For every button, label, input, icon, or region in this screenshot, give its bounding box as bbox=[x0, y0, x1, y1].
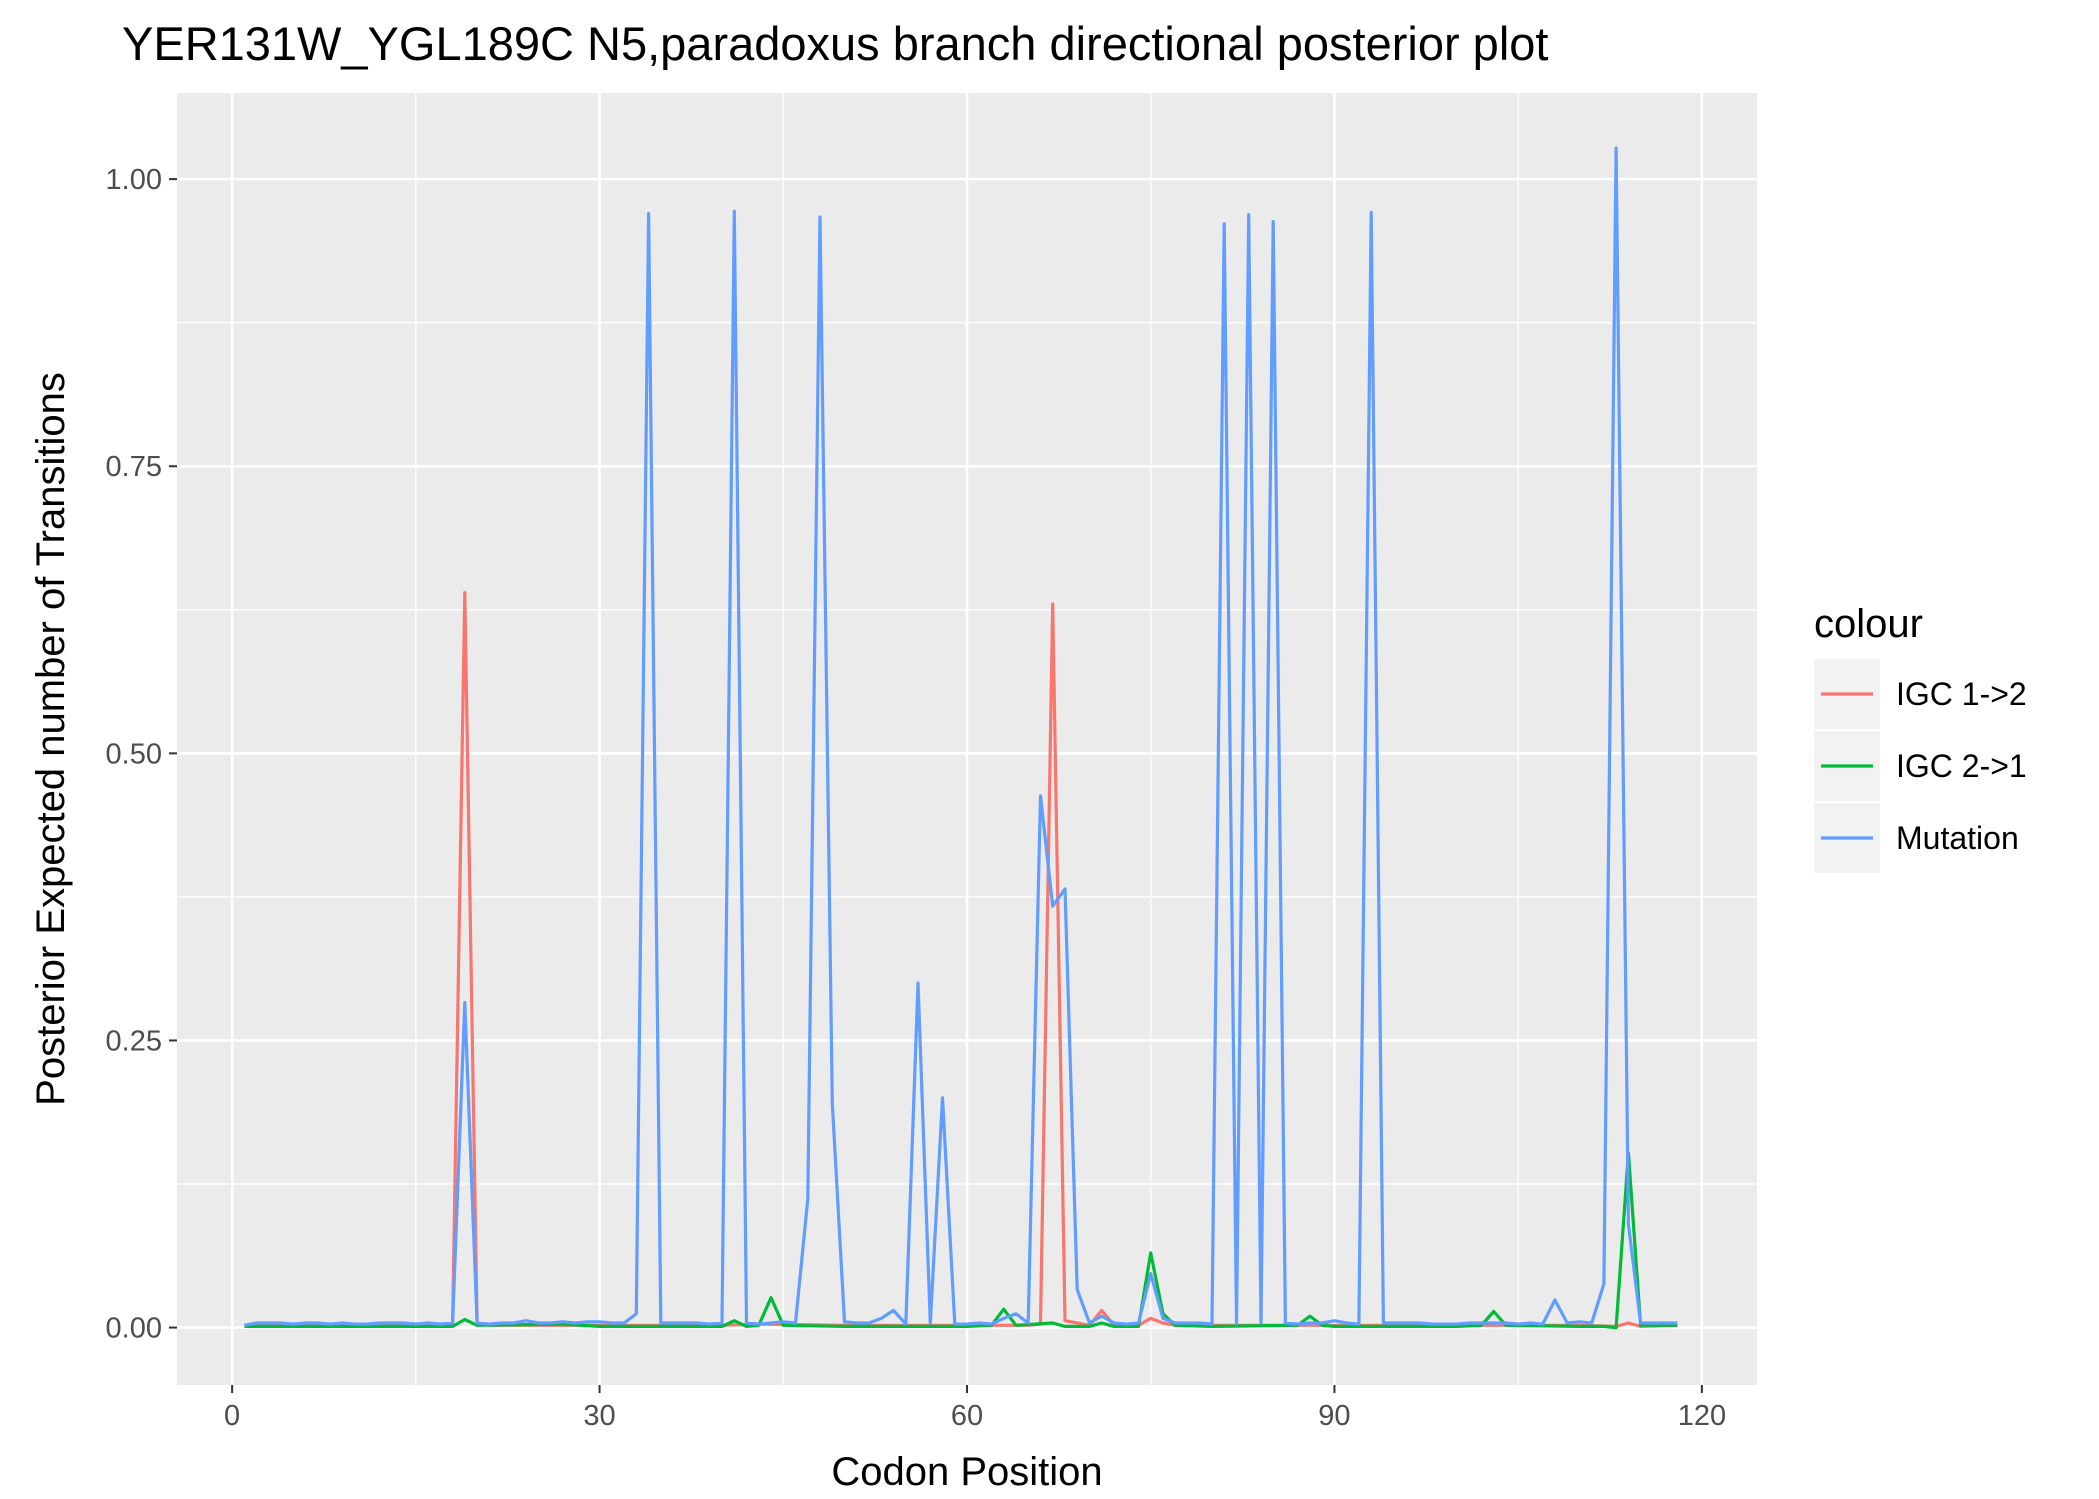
legend-title: colour bbox=[1814, 602, 1923, 646]
legend-label: Mutation bbox=[1896, 820, 2019, 856]
x-tick-label: 90 bbox=[1318, 1400, 1350, 1432]
x-tick-label: 60 bbox=[951, 1400, 983, 1432]
x-tick-label: 30 bbox=[583, 1400, 615, 1432]
x-tick-label: 120 bbox=[1678, 1400, 1726, 1432]
legend-label: IGC 2->1 bbox=[1896, 748, 2027, 784]
chart-title: YER131W_YGL189C N5,paradoxus branch dire… bbox=[122, 17, 1548, 70]
gridlines bbox=[177, 93, 1757, 1385]
y-tick-label: 0.25 bbox=[106, 1025, 162, 1057]
y-tick-label: 1.00 bbox=[106, 164, 162, 196]
legend: colour IGC 1->2 IGC 2->1 Mutation bbox=[1814, 602, 2027, 873]
x-axis-title: Codon Position bbox=[831, 1450, 1102, 1494]
series-line-Mutation bbox=[244, 146, 1678, 1327]
y-tick-label: 0.75 bbox=[106, 451, 162, 483]
legend-label: IGC 1->2 bbox=[1896, 676, 2027, 712]
series-line-IGC 2->1 bbox=[244, 1151, 1678, 1330]
x-tick-label: 0 bbox=[224, 1400, 240, 1432]
series-lines bbox=[244, 146, 1678, 1330]
x-axis: 0 30 60 90 120 bbox=[224, 1385, 1726, 1432]
y-tick-label: 0.50 bbox=[106, 738, 162, 770]
y-tick-label: 0.00 bbox=[106, 1313, 162, 1345]
y-axis-title: Posterior Expected number of Transitions bbox=[29, 372, 73, 1106]
y-axis: 0.00 0.25 0.50 0.75 1.00 bbox=[106, 164, 177, 1345]
